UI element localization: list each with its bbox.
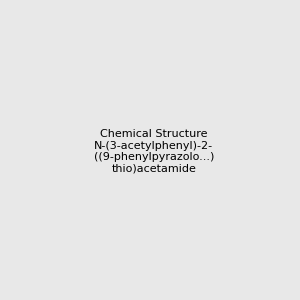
Text: Chemical Structure
N-(3-acetylphenyl)-2-
((9-phenylpyrazolo...)
thio)acetamide: Chemical Structure N-(3-acetylphenyl)-2-… (94, 129, 214, 174)
